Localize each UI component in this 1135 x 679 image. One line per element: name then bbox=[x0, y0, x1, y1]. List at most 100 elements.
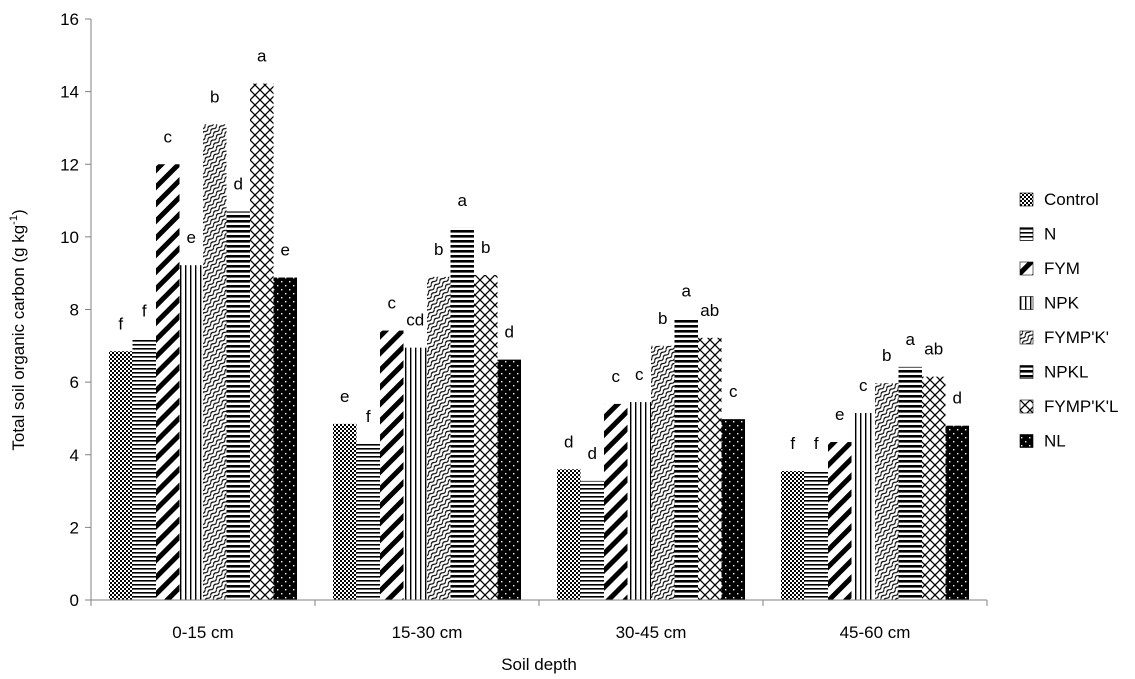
significance-label: d bbox=[564, 432, 573, 451]
significance-label: d bbox=[953, 389, 962, 408]
y-tick-label: 14 bbox=[60, 83, 79, 102]
bar-fym-3 bbox=[604, 403, 628, 600]
significance-label: c bbox=[729, 382, 738, 401]
bar-fympkl-3 bbox=[698, 337, 722, 600]
bar-fym-4 bbox=[828, 442, 852, 600]
y-tick-label: 10 bbox=[60, 228, 79, 247]
significance-label: e bbox=[187, 228, 196, 247]
bar-npk-1 bbox=[179, 265, 203, 600]
significance-label: a bbox=[458, 191, 468, 210]
legend-swatch bbox=[1019, 296, 1034, 310]
bar-fympk-1 bbox=[203, 124, 227, 601]
bar-fym-1 bbox=[156, 164, 180, 600]
y-tick-label: 6 bbox=[70, 373, 79, 392]
bar-npk-2 bbox=[403, 347, 427, 600]
legend-swatch bbox=[1019, 227, 1034, 241]
bar-nl-4 bbox=[945, 425, 969, 600]
bar-n-1 bbox=[132, 338, 156, 600]
significance-label: c bbox=[388, 294, 397, 313]
bar-nl-1 bbox=[273, 277, 297, 600]
significance-label: a bbox=[906, 330, 916, 349]
x-tick-label: 30-45 cm bbox=[616, 623, 687, 642]
legend-label: FYMP'K'L bbox=[1044, 397, 1119, 416]
bar-nl-3 bbox=[721, 419, 745, 600]
significance-label: b bbox=[658, 309, 667, 328]
bar-fympkl-4 bbox=[922, 376, 946, 600]
bar-npk-3 bbox=[627, 402, 651, 600]
significance-label: d bbox=[234, 174, 243, 193]
significance-label: b bbox=[481, 238, 490, 257]
bar-nl-2 bbox=[497, 359, 521, 600]
legend-swatch bbox=[1019, 399, 1034, 414]
significance-label: f bbox=[118, 314, 123, 333]
significance-label: c bbox=[635, 365, 644, 384]
significance-label: c bbox=[164, 127, 173, 146]
bar-npkl-4 bbox=[898, 366, 922, 600]
significance-label: ab bbox=[700, 301, 719, 320]
bar-n-3 bbox=[580, 480, 604, 600]
significance-label: f bbox=[790, 434, 795, 453]
legend-swatch bbox=[1019, 434, 1034, 448]
significance-label: f bbox=[814, 434, 819, 453]
bar-fympk-4 bbox=[875, 383, 899, 600]
x-tick-label: 0-15 cm bbox=[172, 623, 233, 642]
significance-label: d bbox=[588, 444, 597, 463]
significance-label: b bbox=[210, 87, 219, 106]
significance-label: cd bbox=[406, 311, 424, 330]
bar-npkl-1 bbox=[226, 211, 250, 601]
y-axis-ticks: 0 2 4 6 8 10 12 14 16 bbox=[60, 10, 91, 610]
y-tick-label: 4 bbox=[70, 446, 79, 465]
bars-group bbox=[109, 83, 969, 601]
bar-npkl-2 bbox=[450, 227, 474, 600]
x-tick-label: 45-60 cm bbox=[840, 623, 911, 642]
significance-label: f bbox=[142, 302, 147, 321]
legend-label: Control bbox=[1044, 190, 1099, 209]
bar-control-4 bbox=[781, 471, 805, 600]
legend-swatch bbox=[1019, 330, 1034, 345]
y-tick-label: 0 bbox=[70, 591, 79, 610]
bar-control-1 bbox=[109, 351, 133, 600]
bar-npkl-3 bbox=[674, 318, 698, 600]
bar-control-3 bbox=[557, 469, 581, 600]
bar-control-2 bbox=[333, 423, 357, 600]
legend-label: NPK bbox=[1044, 294, 1080, 313]
legend-label: FYM bbox=[1044, 259, 1080, 278]
y-axis-label: Total soil organic carbon (g kg-1) bbox=[8, 209, 28, 450]
significance-label: c bbox=[612, 367, 621, 386]
significance-label: a bbox=[682, 282, 692, 301]
significance-label: c bbox=[859, 376, 868, 395]
significance-label: a bbox=[257, 47, 267, 66]
bar-fympkl-1 bbox=[250, 83, 274, 601]
y-tick-label: 8 bbox=[70, 301, 79, 320]
legend-swatch bbox=[1019, 261, 1034, 276]
legend-swatch bbox=[1019, 365, 1034, 379]
significance-label: d bbox=[505, 323, 514, 342]
bar-fym-2 bbox=[380, 330, 404, 600]
y-tick-label: 16 bbox=[60, 10, 79, 29]
significance-label: b bbox=[434, 240, 443, 259]
legend-label: N bbox=[1044, 225, 1056, 244]
bar-fympk-3 bbox=[651, 345, 675, 600]
significance-label: f bbox=[366, 407, 371, 426]
significance-label: ab bbox=[924, 340, 943, 359]
significance-label: b bbox=[882, 346, 891, 365]
bar-npk-4 bbox=[851, 412, 875, 600]
y-tick-label: 2 bbox=[70, 518, 79, 537]
significance-label: e bbox=[835, 405, 844, 424]
y-tick-label: 12 bbox=[60, 155, 79, 174]
bar-fympk-2 bbox=[427, 276, 451, 600]
bar-n-4 bbox=[804, 471, 828, 600]
legend: Control N FYM NPK FYMP'K' NPKL FYMP'K'L NL bbox=[1019, 190, 1119, 451]
bar-n-2 bbox=[356, 443, 380, 600]
legend-swatch bbox=[1019, 192, 1034, 207]
significance-label: e bbox=[281, 241, 290, 260]
legend-label: NPKL bbox=[1044, 363, 1088, 382]
bar-fympkl-2 bbox=[474, 275, 498, 600]
legend-label: FYMP'K' bbox=[1044, 328, 1109, 347]
x-tick-label: 15-30 cm bbox=[392, 623, 463, 642]
x-axis-label: Soil depth bbox=[501, 655, 577, 674]
significance-label: e bbox=[340, 387, 349, 406]
legend-label: NL bbox=[1044, 432, 1066, 451]
